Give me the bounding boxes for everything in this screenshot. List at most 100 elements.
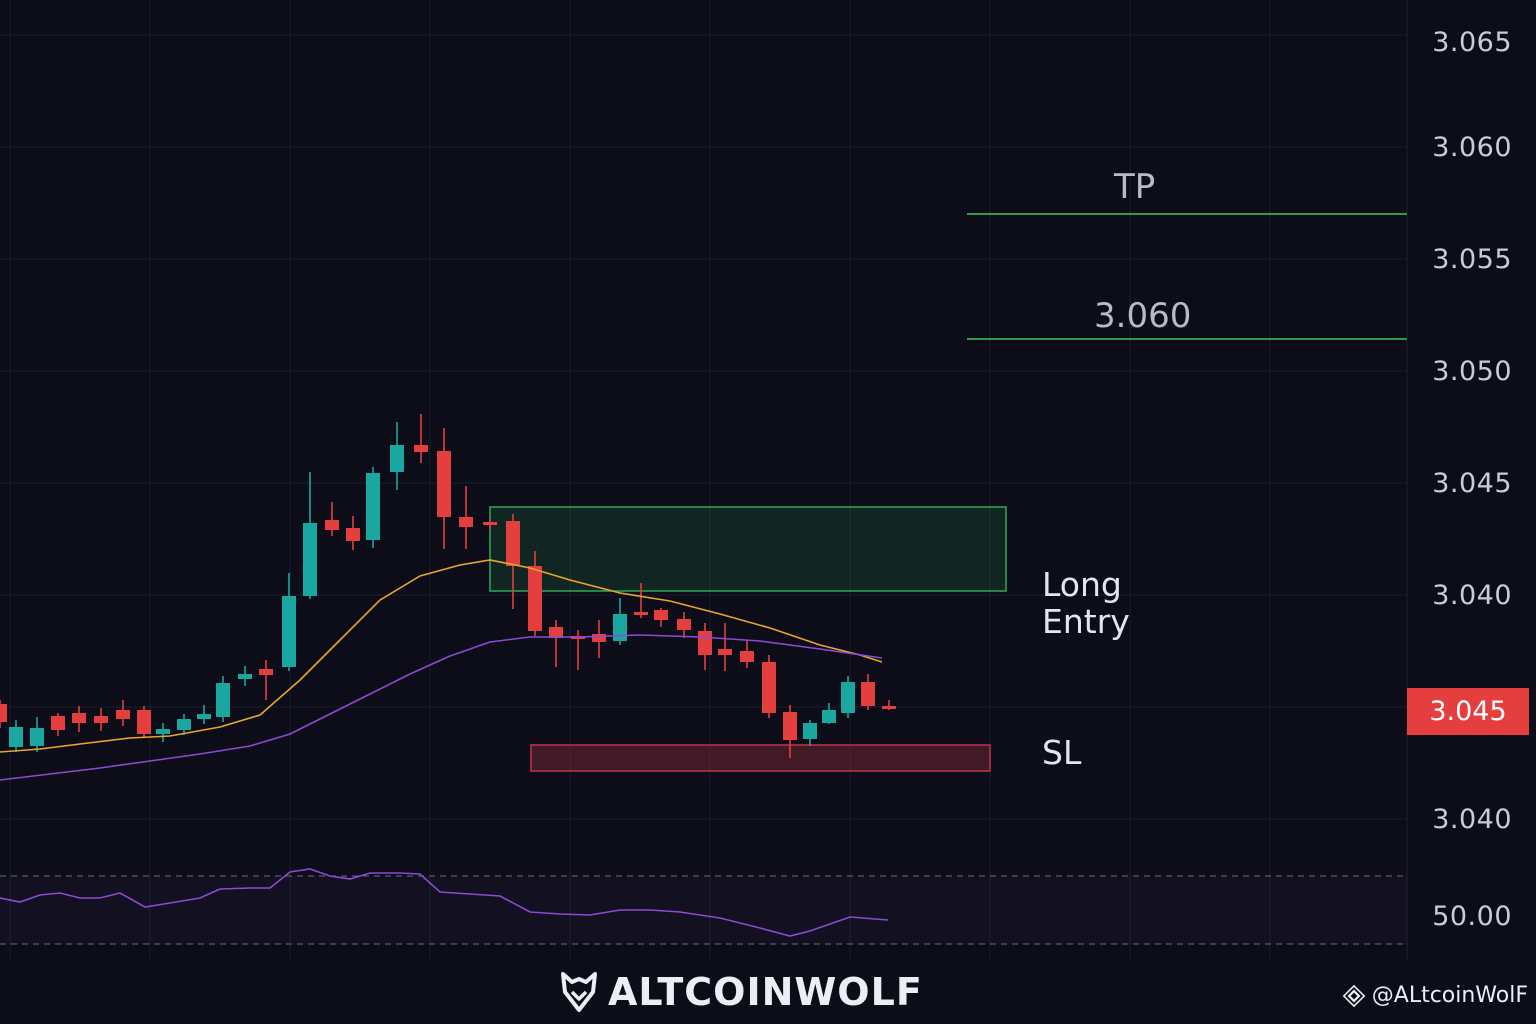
candle (459, 486, 473, 549)
candle (803, 720, 817, 746)
moving-averages (0, 559, 883, 781)
target-price-label: 3.060 (1094, 296, 1192, 336)
candle-body (506, 521, 520, 566)
candle (634, 583, 648, 618)
candle-body (459, 517, 473, 527)
candle (592, 620, 606, 658)
candle-body (613, 614, 627, 641)
candle-body (346, 528, 360, 541)
candle-body (156, 729, 170, 734)
candle-body (137, 710, 151, 734)
wolf-icon (561, 972, 597, 1012)
candle (259, 660, 273, 700)
price-tick: 3.045 (1432, 468, 1512, 499)
candle-body (303, 523, 317, 596)
handle-text: @ALtcoinWolF (1371, 983, 1528, 1008)
candle (390, 422, 404, 490)
social-handle: @ALtcoinWolF (1342, 983, 1528, 1008)
candle-body (94, 716, 108, 723)
candle-body (366, 473, 380, 540)
candle (841, 676, 855, 718)
rsi-line (0, 868, 889, 937)
candle (9, 720, 23, 752)
candle-body (528, 566, 542, 631)
candle-body (549, 627, 563, 638)
candle (437, 428, 451, 549)
candle (303, 472, 317, 599)
candle-body (259, 669, 273, 675)
price-tick: 3.040 (1432, 804, 1512, 835)
candle-body (483, 522, 497, 525)
candle-body (783, 712, 797, 740)
candle (366, 467, 380, 548)
ema-slow-line (0, 634, 883, 781)
candle (718, 623, 732, 671)
candle-body (390, 445, 404, 472)
candle (197, 705, 211, 724)
price-tick: 3.050 (1432, 356, 1512, 387)
price-tick: 3.065 (1432, 27, 1512, 58)
candle (783, 705, 797, 758)
long-entry-zone (489, 506, 1007, 592)
candle-body (654, 610, 668, 620)
stop-loss-zone (530, 744, 991, 772)
candle (30, 717, 44, 752)
candle (506, 514, 520, 609)
rsi-tick: 50.00 (1432, 901, 1512, 932)
candle-body (9, 727, 23, 747)
candle-body (803, 723, 817, 739)
candle (613, 598, 627, 645)
candle (882, 700, 896, 710)
rsi-band (0, 876, 1407, 944)
candles (0, 414, 896, 758)
brand-logo: ALTCOINWOLF (560, 966, 923, 1018)
candle (822, 703, 836, 724)
candle (677, 612, 691, 638)
candle (0, 700, 7, 728)
candle-body (740, 651, 754, 662)
candle-body (414, 445, 428, 452)
candle (483, 519, 497, 530)
candle-body (841, 682, 855, 713)
candle (216, 676, 230, 722)
trade-zones (489, 213, 1407, 772)
candle (137, 706, 151, 738)
candle-body (698, 631, 712, 655)
brand-name: ALTCOINWOLF (608, 970, 923, 1014)
candle (177, 714, 191, 735)
price-tick: 3.055 (1432, 244, 1512, 275)
candle-body (72, 713, 86, 723)
candle-body (634, 612, 648, 615)
price-tick: 3.060 (1432, 132, 1512, 163)
candle-body (30, 728, 44, 746)
candle (282, 573, 296, 671)
candle (156, 723, 170, 742)
candle-body (216, 683, 230, 717)
candle (116, 700, 130, 726)
candle (740, 640, 754, 668)
long-entry-label-line2: Entry (1042, 602, 1130, 641)
binance-icon (1342, 984, 1366, 1007)
candle (861, 674, 875, 710)
candle (51, 713, 65, 736)
sl-label: SL (1042, 733, 1082, 772)
candle-body (677, 619, 691, 630)
ema-fast-line (0, 559, 883, 753)
tp-label: TP (1114, 167, 1156, 207)
candle-body (762, 662, 776, 713)
candle-body (437, 451, 451, 517)
candle-body (116, 710, 130, 719)
candle (654, 608, 668, 627)
chart-grid (0, 0, 1408, 960)
candle-body (0, 704, 7, 722)
candle (549, 620, 563, 667)
candle-body (718, 649, 732, 655)
candle-body (822, 710, 836, 723)
candle (571, 630, 585, 670)
candle (762, 655, 776, 718)
candle-body (861, 682, 875, 706)
price-tick: 3.040 (1432, 580, 1512, 611)
candle (238, 666, 252, 686)
candle (414, 414, 428, 463)
